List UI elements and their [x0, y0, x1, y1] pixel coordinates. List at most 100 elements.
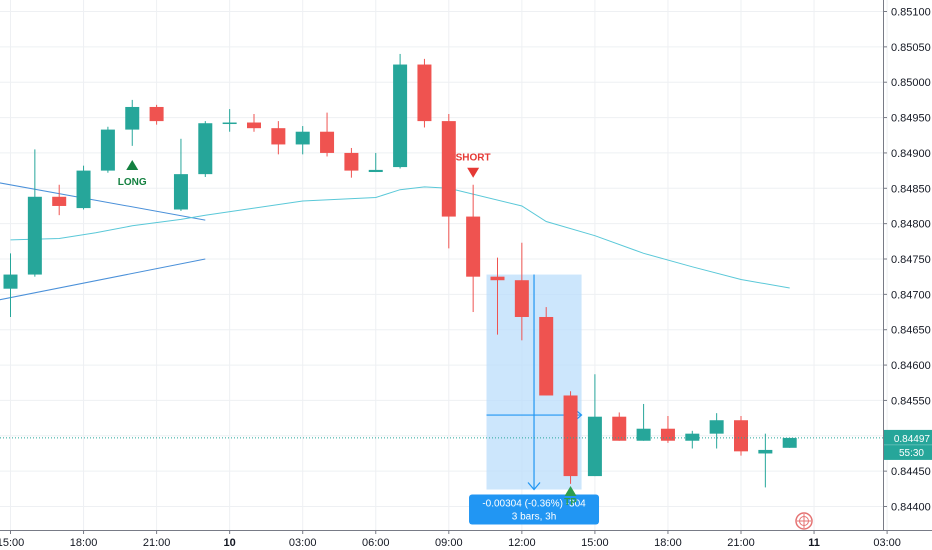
- candle-body: [247, 122, 261, 129]
- price-tick-label: 0.84550: [891, 395, 931, 407]
- candle-body: [490, 276, 505, 281]
- candle-body: [149, 106, 164, 122]
- candle-body: [563, 395, 578, 477]
- measure-label-change: -0.00304 (-0.36%) -304: [482, 499, 586, 510]
- time-tick-label: 21:00: [143, 537, 171, 549]
- price-tick-label: 0.84950: [891, 113, 931, 125]
- time-tick-label: 11: [808, 537, 820, 549]
- time-tick-label: 12:00: [508, 537, 536, 549]
- measure-label-bars: 3 bars, 3h: [512, 512, 556, 523]
- measure-label: -0.00304 (-0.36%) -304 3 bars, 3h: [469, 494, 600, 525]
- candle-body: [685, 433, 700, 441]
- trend-line-1[interactable]: [0, 258, 206, 301]
- time-tick-label: 09:00: [435, 537, 463, 549]
- price-tick-label: 0.84800: [891, 219, 931, 231]
- price-tick-label: 0.84900: [891, 148, 931, 160]
- tp-arrow-icon: [564, 485, 577, 496]
- price-tick-label: 0.85000: [891, 77, 931, 89]
- candle: [685, 430, 700, 449]
- price-tick-label: 0.84850: [891, 183, 931, 195]
- candle: [320, 112, 335, 157]
- time-tick-label: 06:00: [362, 537, 390, 549]
- candle-body: [709, 420, 724, 434]
- candle-body: [539, 316, 554, 396]
- bar-countdown: 55:30: [899, 448, 924, 459]
- candle: [466, 184, 481, 313]
- price-tick-label: 0.84700: [891, 289, 931, 301]
- moving-average-line: [10, 186, 790, 289]
- candle-body: [271, 128, 286, 145]
- candle-body: [514, 280, 529, 317]
- time-tick-label: 21:00: [727, 537, 755, 549]
- candle-body: [782, 437, 797, 448]
- candle-body: [295, 131, 310, 145]
- candle: [198, 121, 213, 177]
- short-label: SHORT: [456, 153, 491, 164]
- candle-body: [222, 122, 237, 125]
- time-tick-label: 03:00: [873, 537, 901, 549]
- candle-body: [198, 123, 213, 175]
- candle: [247, 114, 261, 132]
- candle-body: [660, 428, 675, 441]
- candle: [344, 147, 359, 178]
- candle: [222, 109, 237, 132]
- candles: [3, 53, 797, 488]
- candle-body: [417, 64, 432, 122]
- candle-body: [734, 420, 748, 452]
- candle-body: [466, 216, 481, 277]
- candle: [514, 242, 529, 341]
- candle-body: [100, 129, 115, 171]
- time-tick-label: 15:00: [0, 537, 24, 549]
- candle-body: [27, 196, 42, 275]
- candle: [295, 126, 310, 155]
- candle: [149, 104, 164, 125]
- current-price-value: 0.84497: [894, 434, 931, 445]
- candle-body: [612, 416, 627, 441]
- trend-line-0[interactable]: [0, 182, 206, 221]
- moving-average: [10, 186, 790, 289]
- candle-body: [368, 169, 383, 173]
- candle: [612, 412, 627, 441]
- candle-body: [441, 121, 456, 217]
- price-tick-label: 0.84750: [891, 254, 931, 266]
- price-tick-label: 0.85050: [891, 42, 931, 54]
- candle: [636, 403, 651, 441]
- signals: LONG SHORT: [118, 153, 491, 188]
- price-tick-label: 0.85100: [891, 7, 931, 19]
- candle-body: [393, 64, 408, 168]
- time-tick-label: 18:00: [654, 537, 682, 549]
- trend-lines[interactable]: [0, 182, 206, 301]
- price-tick-label: 0.84650: [891, 325, 931, 337]
- candle: [52, 184, 67, 216]
- session-globe-icon[interactable]: [795, 512, 813, 530]
- candle-body: [52, 196, 67, 206]
- candle: [758, 433, 773, 488]
- candle: [587, 374, 602, 477]
- candle: [76, 165, 91, 210]
- candle: [27, 149, 42, 277]
- candle-body: [3, 274, 18, 289]
- candle: [660, 415, 675, 443]
- candle: [539, 307, 554, 396]
- long-arrow-icon: [126, 159, 139, 170]
- candle: [441, 114, 456, 249]
- candle: [393, 53, 408, 169]
- price-tick-label: 0.84400: [891, 502, 931, 514]
- candle-body: [173, 174, 188, 210]
- candle-body: [587, 416, 602, 477]
- candle: [368, 152, 383, 173]
- long-label: LONG: [118, 177, 147, 188]
- candle-body: [344, 152, 359, 171]
- time-tick-label: 15:00: [581, 537, 609, 549]
- candle-body: [76, 170, 91, 209]
- time-tick-label: 03:00: [289, 537, 317, 549]
- time-tick-label: 18:00: [70, 537, 98, 549]
- candle: [100, 126, 115, 173]
- candle-body: [125, 106, 140, 130]
- candle: [709, 413, 724, 449]
- candle: [271, 121, 286, 155]
- grid: [0, 0, 888, 530]
- current-price-tag: 0.84497 55:30: [884, 429, 932, 460]
